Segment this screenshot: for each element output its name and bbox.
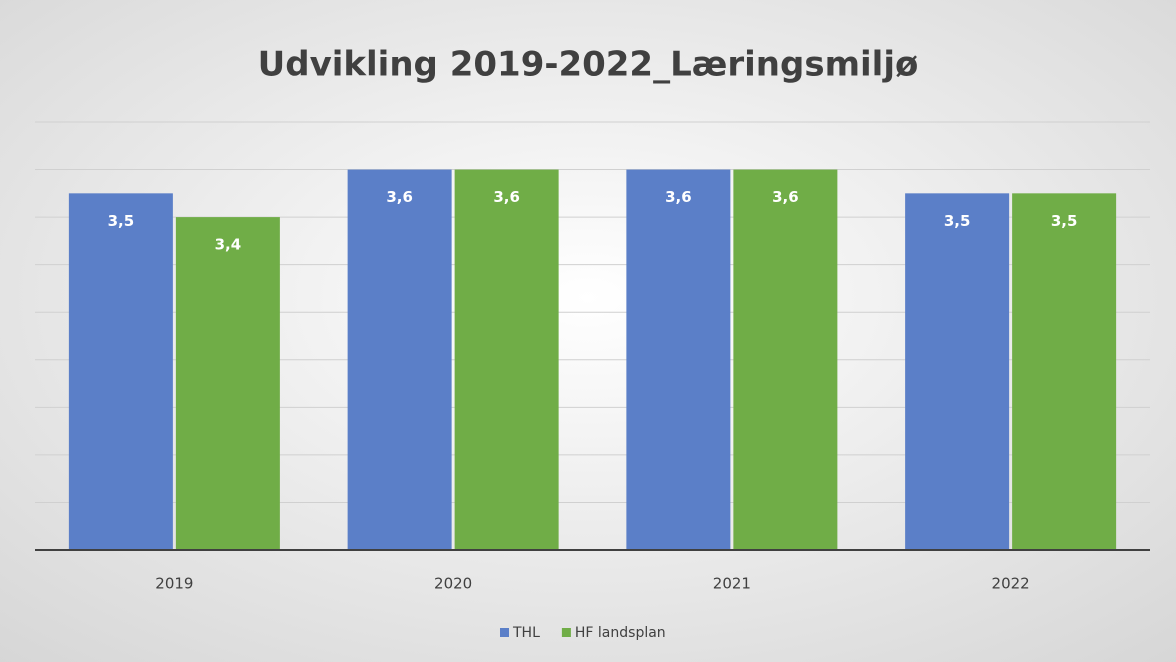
data-label: 3,5	[1051, 212, 1078, 230]
bar	[626, 169, 731, 551]
data-label: 3,4	[215, 236, 242, 254]
x-tick-label: 2020	[434, 575, 472, 593]
bar	[1012, 193, 1117, 551]
x-tick-label: 2021	[713, 575, 751, 593]
data-label: 3,5	[944, 212, 971, 230]
data-label: 3,6	[493, 188, 520, 206]
chart-title: Udvikling 2019-2022_Læringsmiljø	[258, 45, 919, 85]
bar	[175, 217, 280, 550]
data-label: 3,6	[772, 188, 799, 206]
data-label: 3,6	[665, 188, 692, 206]
bar	[733, 169, 838, 551]
legend-label: HF landsplan	[575, 625, 666, 641]
legend-swatch	[500, 628, 509, 637]
data-label: 3,6	[386, 188, 413, 206]
legend-label: THL	[512, 625, 540, 641]
bar	[68, 193, 173, 551]
bar	[905, 193, 1010, 551]
data-label: 3,5	[108, 212, 135, 230]
bar	[347, 169, 452, 551]
legend-swatch	[561, 628, 571, 637]
x-tick-label: 2019	[155, 575, 193, 593]
x-tick-label: 2022	[992, 575, 1030, 593]
bar	[454, 169, 559, 551]
